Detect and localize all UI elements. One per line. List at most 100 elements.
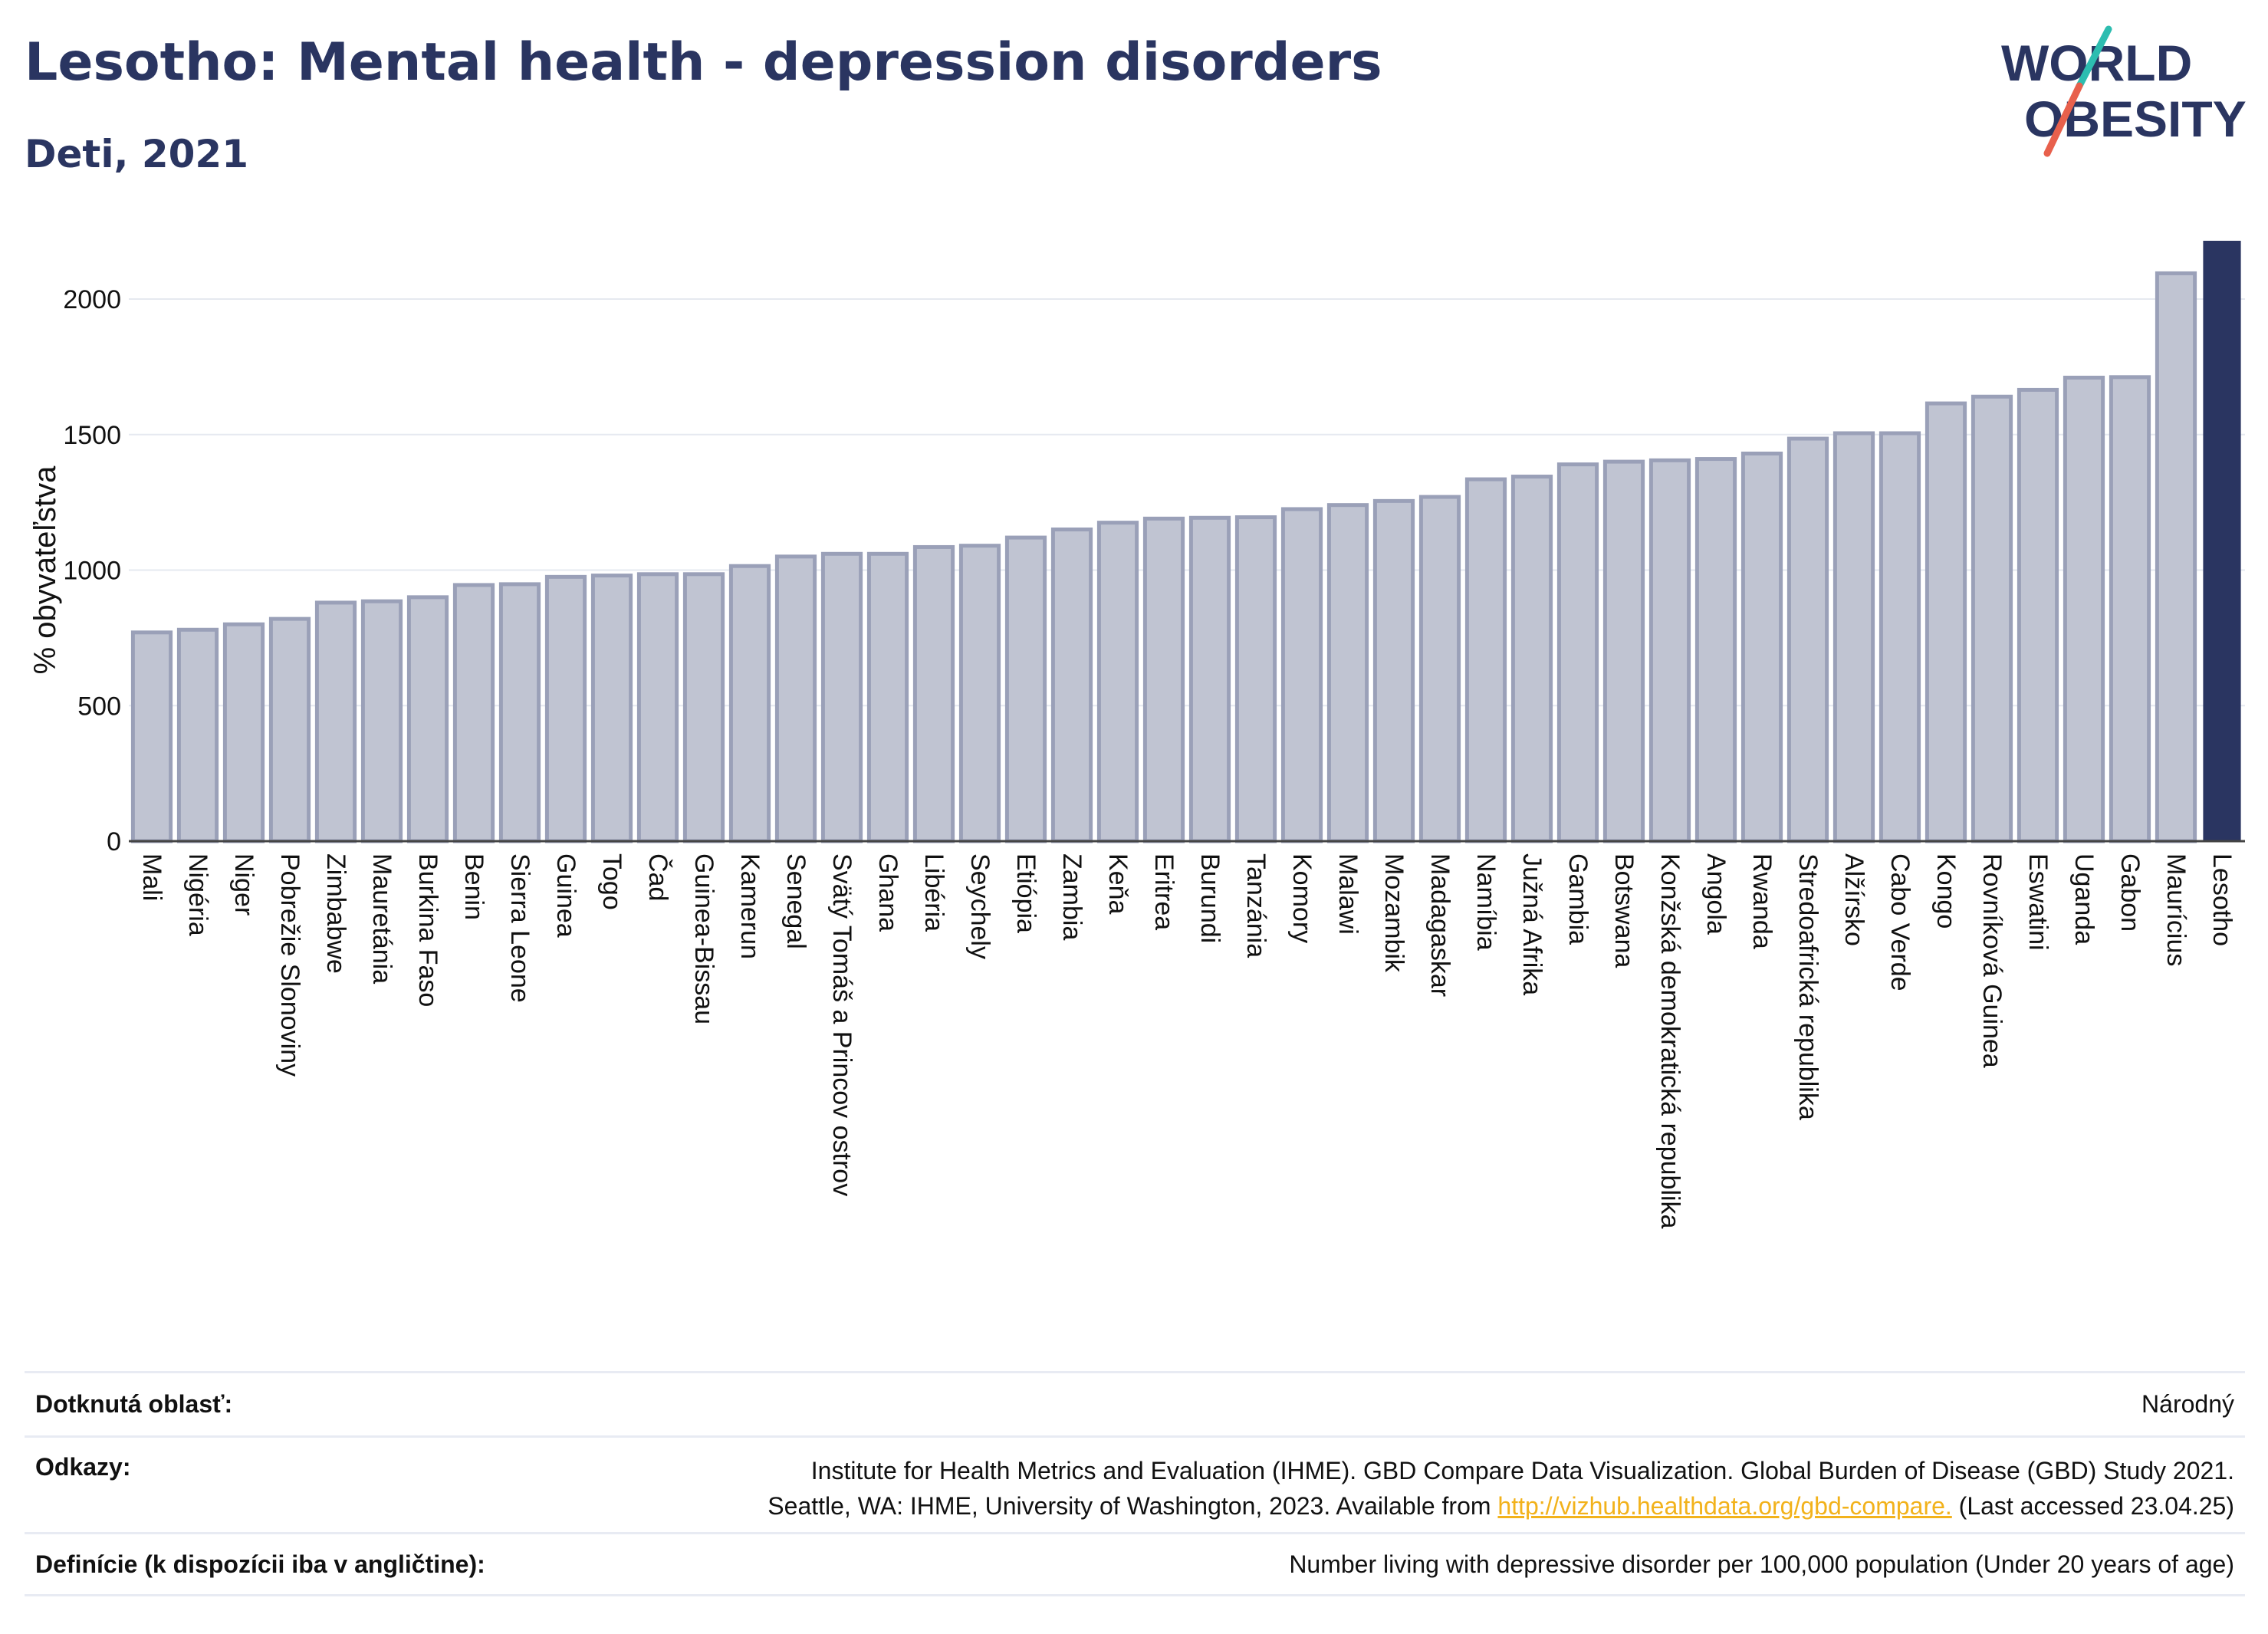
references-link[interactable]: http://vizhub.healthdata.org/gbd-compare… bbox=[1497, 1492, 1952, 1520]
x-tick-label: Libéria bbox=[919, 853, 948, 932]
x-tick-label: Cabo Verde bbox=[1885, 853, 1915, 991]
x-tick-label: Etiópia bbox=[1011, 853, 1040, 933]
y-tick-label: 500 bbox=[77, 692, 121, 721]
x-tick-label: Rovníková Guinea bbox=[1977, 853, 2007, 1068]
bar bbox=[1971, 394, 2013, 843]
x-tick-label: Nigéria bbox=[183, 853, 212, 936]
x-tick-label: Eswatini bbox=[2023, 853, 2053, 951]
bar bbox=[360, 599, 403, 843]
bar bbox=[176, 627, 219, 843]
x-tick-label: Angola bbox=[1701, 853, 1731, 935]
x-tick-label: Malawi bbox=[1333, 853, 1362, 935]
x-tick-label: Kamerun bbox=[735, 853, 764, 959]
logo-text-world: WORLD bbox=[2001, 35, 2192, 91]
bar bbox=[1510, 475, 1553, 843]
bar bbox=[636, 572, 679, 843]
y-tick-label: 1500 bbox=[63, 421, 121, 450]
x-tick-label: Tanzánia bbox=[1241, 853, 1270, 958]
x-tick-label: Konžská demokratická republika bbox=[1655, 853, 1685, 1229]
bar bbox=[682, 572, 725, 843]
references-label: Odkazy: bbox=[35, 1453, 131, 1481]
bar bbox=[1740, 451, 1783, 843]
bar bbox=[1326, 503, 1369, 843]
x-tick-label: Alžírsko bbox=[1839, 853, 1869, 946]
x-tick-label: Pobrežie Slonoviny bbox=[275, 853, 304, 1077]
x-tick-label: Sierra Leone bbox=[505, 853, 534, 1003]
bar bbox=[1372, 498, 1415, 843]
bar bbox=[2017, 387, 2059, 843]
bar bbox=[130, 630, 173, 843]
bar bbox=[314, 600, 357, 843]
bar bbox=[1786, 436, 1829, 843]
bar bbox=[820, 551, 863, 843]
y-tick-label: 2000 bbox=[63, 285, 121, 314]
y-tick-label: 1000 bbox=[63, 557, 121, 586]
bar bbox=[1694, 457, 1737, 843]
x-tick-label: Botswana bbox=[1609, 853, 1639, 968]
y-axis-label: % obyvateľstva bbox=[28, 465, 62, 675]
bar bbox=[1878, 431, 1921, 843]
chart-title: Lesotho: Mental health - depression diso… bbox=[25, 32, 1382, 93]
x-tick-label: Guinea bbox=[551, 853, 580, 938]
x-tick-label: Keňa bbox=[1103, 853, 1132, 914]
bar bbox=[1004, 535, 1047, 843]
bar bbox=[406, 595, 449, 843]
x-tick-label: Lesotho bbox=[2207, 853, 2237, 946]
x-tick-label: Mozambik bbox=[1379, 853, 1408, 973]
x-tick-label: Gambia bbox=[1563, 853, 1593, 945]
x-tick-label: Stredoafrická republika bbox=[1793, 853, 1823, 1120]
definition-value: Number living with depressive disorder p… bbox=[1289, 1550, 2234, 1578]
x-tick-label: Komory bbox=[1287, 853, 1316, 943]
x-tick-label: Zambia bbox=[1057, 853, 1086, 940]
x-tick-label: Seychely bbox=[965, 853, 994, 959]
x-tick-label: Mali bbox=[137, 853, 166, 901]
bar bbox=[1602, 459, 1645, 843]
x-tick-label: Benin bbox=[459, 853, 488, 920]
bar bbox=[958, 544, 1001, 843]
info-table: Dotknutá oblasť: Národný Odkazy: Institu… bbox=[25, 1371, 2245, 1596]
bar bbox=[774, 554, 817, 843]
bar bbox=[2109, 375, 2151, 843]
bar bbox=[1556, 462, 1599, 843]
chart-subtitle: Deti, 2021 bbox=[25, 132, 249, 176]
bar bbox=[1832, 431, 1875, 843]
x-tick-label: Madagaskar bbox=[1425, 853, 1454, 997]
bar bbox=[498, 582, 541, 843]
y-tick-label: 0 bbox=[107, 827, 121, 856]
bar bbox=[1234, 515, 1277, 843]
references-line2: Seattle, WA: IHME, University of Washing… bbox=[768, 1492, 1498, 1520]
x-tick-label: Čad bbox=[643, 853, 672, 901]
x-tick-label: Maurícius bbox=[2161, 853, 2191, 966]
definition-label: Definície (k dispozícii iba v angličtine… bbox=[35, 1550, 485, 1578]
logo-slash-red bbox=[2043, 82, 2083, 157]
info-row-area: Dotknutá oblasť: Národný bbox=[25, 1371, 2245, 1435]
x-tick-label: Ghana bbox=[873, 853, 902, 932]
x-tick-label: Burkina Faso bbox=[413, 853, 442, 1007]
references-line1: Institute for Health Metrics and Evaluat… bbox=[810, 1457, 2234, 1484]
bar bbox=[866, 551, 909, 843]
bar bbox=[544, 574, 587, 843]
bar bbox=[728, 564, 771, 843]
bar bbox=[268, 616, 311, 843]
bar bbox=[2155, 271, 2197, 843]
x-tick-label: Uganda bbox=[2069, 853, 2099, 945]
x-tick-label: Eritrea bbox=[1149, 853, 1178, 930]
bar bbox=[590, 574, 633, 843]
bar bbox=[1648, 458, 1691, 843]
x-tick-label: Zimbabwe bbox=[321, 853, 350, 974]
bar bbox=[1188, 515, 1231, 843]
bar bbox=[222, 622, 265, 843]
info-row-definition: Definície (k dispozícii iba v angličtine… bbox=[25, 1532, 2245, 1596]
bar bbox=[1142, 516, 1185, 843]
area-value: Národný bbox=[2141, 1390, 2234, 1418]
bar-chart: 0 500 1000 1500 2000 % obyvateľstva Mali Nigéri… bbox=[28, 240, 2245, 1229]
x-tick-label: Senegal bbox=[781, 853, 810, 949]
x-tick-label: Niger bbox=[229, 853, 258, 916]
bar bbox=[2203, 240, 2241, 841]
logo-slash-teal bbox=[2076, 25, 2112, 90]
references-value: Institute for Health Metrics and Evaluat… bbox=[768, 1453, 2234, 1532]
bar bbox=[2063, 376, 2105, 843]
x-tick-label: Kongo bbox=[1931, 853, 1961, 929]
bar bbox=[1418, 495, 1461, 843]
bar bbox=[1050, 527, 1093, 843]
